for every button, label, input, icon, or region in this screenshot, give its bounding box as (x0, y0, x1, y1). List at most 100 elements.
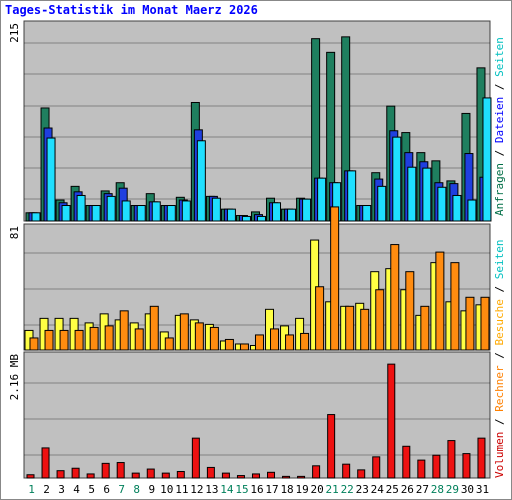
x-tick-day-5: 5 (88, 483, 95, 496)
bar-volumen-day-19 (297, 475, 306, 479)
legend-segment: Anfragen (493, 163, 506, 216)
x-tick-day-30: 30 (461, 483, 474, 496)
bar-rechner-day-17 (270, 328, 280, 351)
bar-volumen-day-1 (26, 474, 35, 479)
x-tick-day-16: 16 (250, 483, 263, 496)
y-axis-max-label: 2.16 MB (8, 354, 21, 401)
bar-seiten-day-7 (121, 200, 131, 222)
bar-rechner-day-2 (44, 329, 54, 351)
legend-segment: Seiten (493, 240, 506, 280)
bar-rechner-day-8 (134, 328, 144, 351)
x-tick-day-4: 4 (73, 483, 80, 496)
x-tick-day-15: 15 (235, 483, 248, 496)
bar-rechner-day-11 (179, 313, 189, 351)
bar-rechner-day-3 (59, 329, 69, 351)
bar-volumen-day-16 (251, 473, 260, 479)
bar-seiten-day-6 (106, 195, 116, 222)
x-tick-day-25: 25 (386, 483, 399, 496)
bar-rechner-day-7 (119, 310, 129, 351)
x-tick-day-2: 2 (43, 483, 50, 496)
x-tick-day-12: 12 (190, 483, 203, 496)
bar-volumen-day-27 (417, 459, 426, 479)
bar-rechner-day-21 (330, 206, 340, 351)
bar-volumen-day-3 (56, 470, 65, 479)
legend-segment: Rechner (493, 365, 506, 412)
bar-volumen-day-11 (176, 470, 185, 479)
bar-seiten-day-15 (241, 215, 251, 222)
x-tick-day-31: 31 (476, 483, 489, 496)
bar-seiten-day-17 (272, 202, 282, 222)
y-axis-max-label: 81 (8, 226, 21, 239)
x-tick-day-18: 18 (280, 483, 293, 496)
x-tick-day-23: 23 (356, 483, 369, 496)
bar-seiten-day-10 (166, 205, 176, 222)
bar-seiten-day-23 (362, 205, 372, 222)
x-tick-day-20: 20 (311, 483, 324, 496)
bar-volumen-day-9 (146, 468, 155, 479)
bar-rechner-day-18 (285, 334, 295, 351)
bar-rechner-day-15 (239, 343, 249, 351)
bar-rechner-day-14 (224, 338, 234, 351)
bar-volumen-day-23 (357, 469, 366, 479)
bar-volumen-day-21 (327, 414, 336, 479)
plot-panel-3 (23, 351, 491, 479)
bar-volumen-day-29 (447, 440, 456, 479)
bar-seiten-day-27 (422, 167, 432, 222)
bar-seiten-day-19 (302, 198, 312, 222)
bar-rechner-day-16 (254, 334, 264, 351)
bar-seiten-day-18 (287, 208, 297, 222)
bar-seiten-day-8 (136, 205, 146, 222)
chart-title: Tages-Statistik im Monat Maerz 2026 (5, 3, 258, 17)
bar-seiten-day-4 (76, 194, 86, 222)
bar-seiten-day-20 (317, 177, 327, 222)
bar-volumen-day-6 (101, 462, 110, 479)
bar-rechner-day-20 (315, 286, 325, 351)
bar-rechner-day-23 (360, 308, 370, 351)
bar-volumen-day-25 (387, 363, 396, 479)
bar-volumen-day-14 (221, 472, 230, 479)
bar-volumen-day-10 (161, 472, 170, 479)
x-tick-day-10: 10 (160, 483, 173, 496)
bar-rechner-day-25 (390, 244, 400, 351)
bar-seiten-day-5 (91, 205, 101, 222)
x-tick-day-28: 28 (431, 483, 444, 496)
bar-rechner-day-30 (465, 296, 475, 351)
series-legend-bottom: Volumen / Rechner / Besuche / Seiten (493, 240, 506, 478)
bar-volumen-day-15 (236, 475, 245, 479)
legend-segment: / (493, 412, 506, 432)
legend-segment: / (493, 346, 506, 366)
x-tick-day-21: 21 (326, 483, 339, 496)
bar-rechner-day-26 (405, 271, 415, 351)
bar-volumen-day-30 (462, 453, 471, 479)
x-tick-day-19: 19 (295, 483, 308, 496)
bar-seiten-day-14 (226, 208, 236, 222)
bar-volumen-day-17 (267, 471, 276, 479)
bar-seiten-day-31 (482, 97, 492, 222)
legend-segment: / (493, 279, 506, 299)
bar-volumen-day-20 (312, 465, 321, 479)
legend-segment: / (493, 77, 506, 97)
x-tick-day-24: 24 (371, 483, 385, 496)
legend-segment: / (493, 143, 506, 163)
bar-seiten-day-26 (407, 166, 417, 222)
bar-rechner-day-4 (74, 329, 84, 351)
bar-seiten-day-12 (196, 140, 206, 222)
bar-rechner-day-24 (375, 289, 385, 351)
x-tick-day-22: 22 (341, 483, 354, 496)
bar-rechner-day-19 (300, 332, 310, 351)
x-tick-day-14: 14 (220, 483, 234, 496)
bar-rechner-day-12 (194, 322, 204, 351)
bar-volumen-day-2 (41, 447, 50, 479)
legend-segment: Seiten (493, 37, 506, 77)
x-tick-day-26: 26 (401, 483, 414, 496)
bar-rechner-day-13 (209, 326, 219, 351)
y-axis-max-label: 215 (8, 23, 21, 43)
x-tick-day-13: 13 (205, 483, 218, 496)
bar-seiten-day-1 (31, 212, 41, 222)
bar-volumen-day-7 (116, 462, 125, 479)
x-tick-day-29: 29 (446, 483, 459, 496)
series-legend-top: Anfragen / Dateien / Seiten (493, 37, 506, 216)
bar-rechner-day-9 (149, 305, 159, 351)
bar-volumen-day-18 (282, 475, 291, 479)
